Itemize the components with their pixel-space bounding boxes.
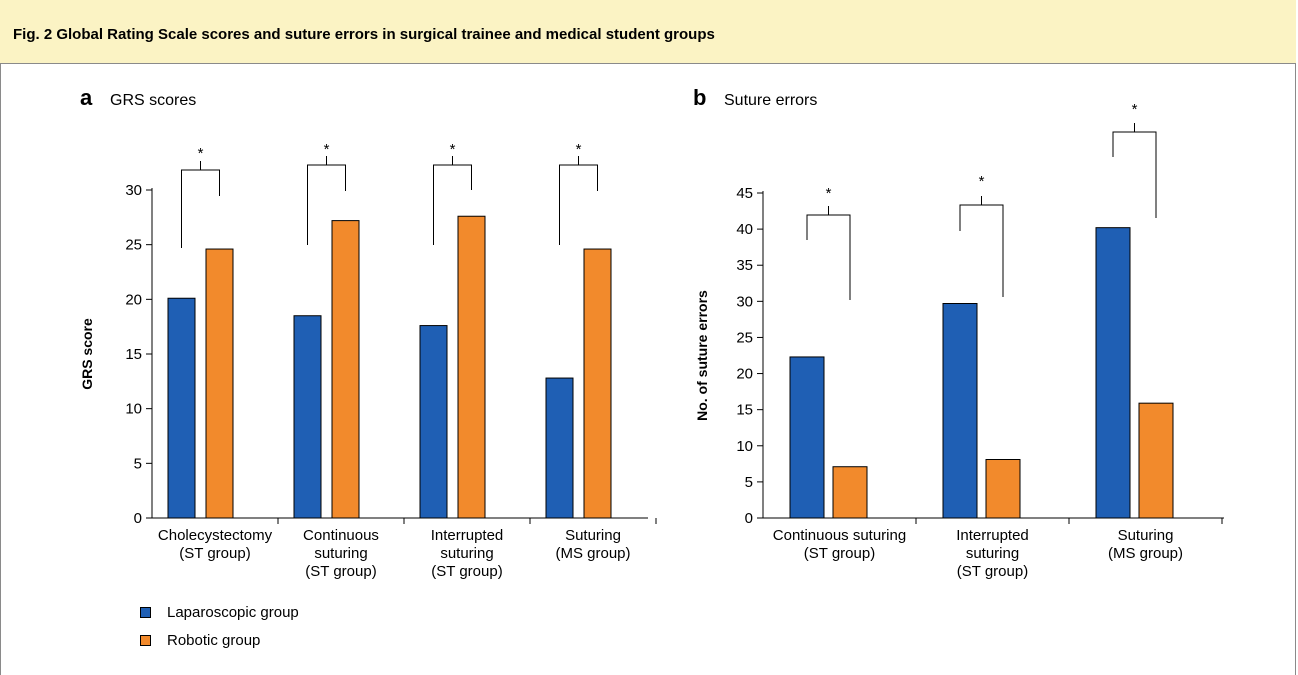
- y-tick-label: 5: [745, 474, 753, 491]
- bar-robotic: [1138, 402, 1174, 519]
- x-category-label: Suturing: [1118, 527, 1174, 544]
- bar-laparoscopic: [789, 356, 825, 519]
- bar-laparoscopic: [942, 303, 978, 519]
- panel-title: GRS scores: [110, 92, 196, 109]
- y-tick-label: 10: [125, 401, 142, 418]
- x-category-label: Interrupted: [431, 527, 504, 544]
- significance-bracket: [959, 204, 1004, 297]
- significance-star: *: [826, 185, 832, 202]
- bar-robotic: [457, 215, 486, 519]
- significance-star: *: [1132, 101, 1138, 118]
- figure-title: Fig. 2 Global Rating Scale scores and su…: [13, 26, 715, 43]
- x-category-label: suturing: [966, 545, 1019, 562]
- significance-star: *: [198, 145, 204, 162]
- legend-swatch-robotic: [140, 635, 151, 646]
- y-tick-label: 25: [736, 329, 753, 346]
- significance-star: *: [576, 141, 582, 158]
- x-category-label: Interrupted: [956, 527, 1029, 544]
- legend-label-robotic: Robotic group: [167, 632, 261, 649]
- bar-laparoscopic: [293, 315, 322, 519]
- x-category-label: (MS group): [1108, 545, 1183, 562]
- y-tick-label: 5: [134, 455, 142, 472]
- y-tick-label: 0: [134, 510, 142, 527]
- chart-panel-a: a GRS scores GRS score 0 5 10 15 20 25 30 * Cholecy…: [79, 85, 657, 580]
- x-category-label: (ST group): [957, 563, 1028, 580]
- y-tick-label: 40: [736, 221, 753, 238]
- y-tick-label: 20: [125, 291, 142, 308]
- x-category-label: (ST group): [804, 545, 875, 562]
- y-tick-label: 0: [745, 510, 753, 527]
- x-category-label: suturing: [440, 545, 493, 562]
- x-category-label: (ST group): [305, 563, 376, 580]
- bar-laparoscopic: [545, 377, 574, 519]
- y-axis-label: GRS score: [79, 318, 95, 390]
- figure-header: Fig. 2 Global Rating Scale scores and su…: [0, 0, 1296, 64]
- bar-robotic: [985, 459, 1021, 519]
- y-tick-label: 25: [125, 237, 142, 254]
- legend-label-laparoscopic: Laparoscopic group: [167, 604, 299, 621]
- y-tick-label: 20: [736, 366, 753, 383]
- x-category-label: (ST group): [431, 563, 502, 580]
- y-tick-label: 30: [125, 182, 142, 199]
- y-tick-label: 10: [736, 438, 753, 455]
- y-tick-label: 45: [736, 185, 753, 202]
- x-category-label: (ST group): [179, 545, 250, 562]
- y-tick-label: 15: [125, 346, 142, 363]
- x-category-label: (MS group): [555, 545, 630, 562]
- x-category-label: Suturing: [565, 527, 621, 544]
- panel-letter: b: [693, 85, 706, 110]
- bar-laparoscopic: [167, 297, 196, 519]
- significance-star: *: [450, 141, 456, 158]
- bar-robotic: [331, 220, 360, 519]
- panel-letter: a: [80, 85, 93, 110]
- bar-laparoscopic: [419, 325, 448, 519]
- panel-title: Suture errors: [724, 92, 817, 109]
- significance-bracket: [1112, 131, 1157, 218]
- chart-panel-b: b Suture errors No. of suture errors 0 5 10 15…: [693, 85, 1224, 580]
- bar-laparoscopic: [1095, 227, 1131, 519]
- significance-star: *: [979, 173, 985, 190]
- legend-swatch-laparoscopic: [140, 607, 151, 618]
- y-tick-label: 15: [736, 402, 753, 419]
- bar-robotic: [205, 248, 234, 519]
- y-tick-label: 30: [736, 293, 753, 310]
- significance-bracket: [559, 164, 598, 245]
- x-category-label: suturing: [314, 545, 367, 562]
- significance-star: *: [324, 141, 330, 158]
- y-tick-label: 35: [736, 257, 753, 274]
- y-axis-label: No. of suture errors: [694, 290, 710, 421]
- bar-robotic: [832, 466, 868, 519]
- x-category-label: Cholecystectomy: [158, 527, 273, 544]
- x-category-label: Continuous suturing: [773, 527, 906, 544]
- x-category-label: Continuous: [303, 527, 379, 544]
- bar-robotic: [583, 248, 612, 519]
- significance-bracket: [181, 169, 220, 248]
- significance-bracket: [806, 214, 851, 300]
